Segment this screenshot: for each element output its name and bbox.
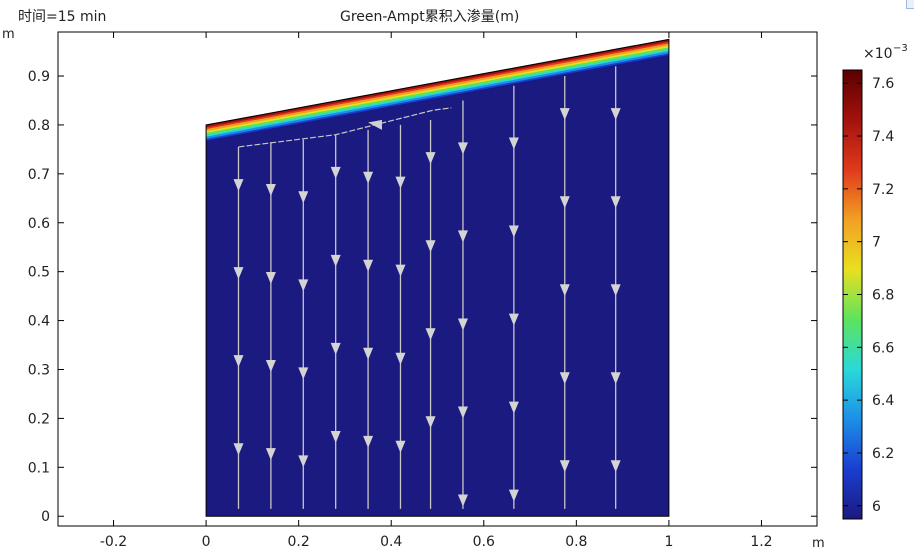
y-tick-label: 0.7 <box>28 167 50 183</box>
colorbar-tick-label: 7 <box>872 235 881 251</box>
y-tick-label: 0.3 <box>28 362 50 378</box>
surface-band <box>206 39 669 143</box>
streamline-arrow <box>508 489 519 502</box>
x-tick-label: 0.4 <box>380 534 402 550</box>
streamline-arrow <box>457 230 468 243</box>
streamline-arrow <box>508 225 519 238</box>
streamline-arrow <box>457 494 468 507</box>
streamline-arrow <box>559 460 570 473</box>
streamline-arrow <box>508 137 519 150</box>
domain-outline <box>205 38 670 517</box>
streamline-arrow <box>610 196 621 209</box>
streamline-arrow <box>425 240 436 253</box>
streamline-arrow <box>233 267 244 280</box>
streamline-arrow <box>395 176 406 189</box>
streamline-arrow <box>298 279 309 292</box>
streamline-arrow <box>395 264 406 277</box>
streamline-arrow <box>330 166 341 179</box>
y-axis-unit: m <box>2 27 15 42</box>
colorbar-tick-label: 7.2 <box>872 182 894 198</box>
streamline-arrow <box>233 179 244 192</box>
streamline-arrow <box>425 416 436 429</box>
time-label: 时间=15 min <box>18 9 107 25</box>
colorbar-tick-label: 6.2 <box>872 446 894 462</box>
streamline-arrow <box>233 443 244 456</box>
streamline-arrow <box>610 284 621 297</box>
chart-title: Green-Ampt累积入渗量(m) <box>340 9 520 25</box>
streamline-arrow <box>457 406 468 419</box>
streamline-arrow <box>233 355 244 368</box>
x-tick-label: -0.2 <box>100 534 127 550</box>
x-tick-label: 1 <box>664 534 673 550</box>
streamline-arrow <box>559 284 570 297</box>
streamline-arrow <box>457 318 468 331</box>
streamline-arrow <box>330 430 341 443</box>
streamline-arrow <box>610 372 621 385</box>
x-axis-unit: m <box>812 536 825 551</box>
streamline-arrow <box>508 313 519 326</box>
streamline-arrow <box>610 460 621 473</box>
y-tick-label: 0.1 <box>28 460 50 476</box>
y-tick-label: 0.8 <box>28 118 50 134</box>
y-tick-label: 0.6 <box>28 216 50 232</box>
colorbar-tick-label: 7.4 <box>872 129 894 145</box>
y-tick-label: 0.9 <box>28 69 50 85</box>
colorbar-tick-label: 6.8 <box>872 288 894 304</box>
streamline-arrow-left <box>368 119 382 130</box>
streamline-arrow <box>363 171 374 184</box>
y-tick-label: 0 <box>41 509 50 525</box>
streamline-arrow <box>559 196 570 209</box>
streamline-arrow <box>265 272 276 284</box>
colorbar-exponent: −3 <box>893 43 908 54</box>
y-tick-label: 0.4 <box>28 314 50 330</box>
colorbar-tick-label: 6 <box>872 499 881 515</box>
streamline-arrow <box>508 401 519 414</box>
streamline-collector <box>238 107 452 148</box>
streamline-arrow <box>265 360 276 373</box>
colorbar-tick-label: 6.4 <box>872 393 894 409</box>
streamline-arrow <box>559 108 570 121</box>
x-tick-label: 0.2 <box>288 534 310 550</box>
streamline-arrow <box>425 328 436 341</box>
streamline-arrow <box>298 191 309 204</box>
streamline-arrow <box>298 455 309 468</box>
streamline-arrow <box>610 108 621 121</box>
streamline-arrow <box>363 347 374 360</box>
streamline-arrow <box>425 152 436 165</box>
streamline-arrow <box>363 259 374 272</box>
domain-fill <box>206 39 669 517</box>
streamline-arrow <box>330 342 341 355</box>
streamline-arrow <box>363 435 374 448</box>
x-tick-label: 0.8 <box>565 534 587 550</box>
colorbar-multiplier: ×10 <box>863 46 893 62</box>
streamline-arrow <box>457 142 468 155</box>
x-tick-label: 1.2 <box>750 534 772 550</box>
streamline-arrow <box>265 183 276 196</box>
x-tick-label: 0.6 <box>473 534 495 550</box>
colorbar-tick-label: 7.6 <box>872 76 894 92</box>
y-tick-label: 0.2 <box>28 411 50 427</box>
streamline-arrow <box>330 254 341 267</box>
streamline-arrow <box>265 448 276 461</box>
x-tick-label: 0 <box>202 534 211 550</box>
colorbar-tick-label: 6.6 <box>872 340 894 356</box>
corner-marker <box>906 0 914 9</box>
streamline-arrow <box>559 372 570 385</box>
streamline-arrow <box>395 440 406 453</box>
streamline-arrow <box>395 352 406 365</box>
streamline-arrow <box>298 367 309 380</box>
y-tick-label: 0.5 <box>28 265 50 281</box>
